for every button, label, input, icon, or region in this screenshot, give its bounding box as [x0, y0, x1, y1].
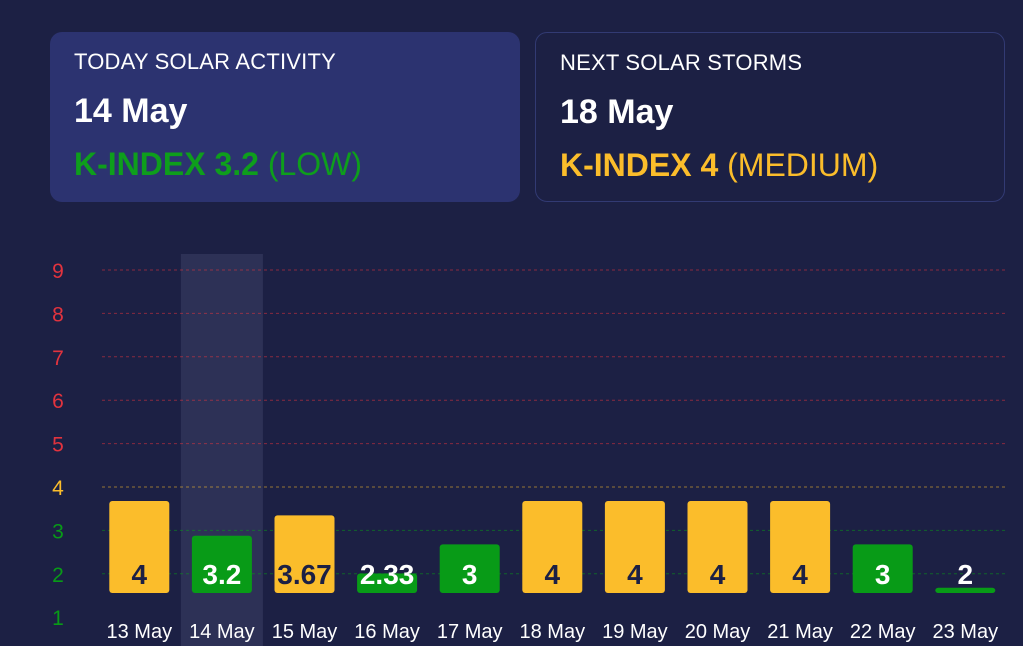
x-tick-label: 17 May: [437, 621, 503, 643]
y-tick-label: 7: [52, 347, 64, 370]
bar-14-may: [191, 535, 252, 593]
bar-value-label: 4: [792, 559, 808, 590]
next-kindex-value: K-INDEX 4: [560, 147, 719, 183]
y-tick-label: 2: [52, 564, 64, 587]
bar-value-label: 3: [875, 559, 891, 590]
bar-value-label: 2.33: [360, 559, 415, 590]
bar-19-may: [604, 501, 665, 593]
x-tick-label: 13 May: [107, 621, 173, 643]
bar-20-may: [687, 501, 748, 593]
today-kindex-level: (LOW): [267, 146, 363, 182]
bar-value-label: 4: [132, 559, 148, 590]
bar-value-label: 4: [710, 559, 726, 590]
x-tick-label: 16 May: [354, 621, 420, 643]
y-tick-label: 6: [52, 390, 64, 413]
today-solar-activity-card: TODAY SOLAR ACTIVITY 14 May K-INDEX 3.2 …: [50, 32, 520, 202]
x-tick-label: 20 May: [685, 621, 751, 643]
x-tick-label: 14 May: [189, 621, 255, 643]
today-card-date: 14 May: [74, 92, 188, 130]
bar-23-may: [935, 587, 996, 593]
today-card-label: TODAY SOLAR ACTIVITY: [74, 49, 336, 74]
bar-value-label: 4: [545, 559, 561, 590]
bar-value-label: 2: [958, 559, 974, 590]
y-tick-label: 8: [52, 303, 64, 326]
y-tick-label: 4: [52, 477, 64, 500]
bar-value-label: 3.2: [202, 559, 241, 590]
x-tick-label: 22 May: [850, 621, 916, 643]
y-tick-label: 3: [52, 520, 64, 543]
next-kindex-level: (MEDIUM): [727, 147, 879, 183]
bar-22-may: [852, 544, 913, 593]
today-kindex-value: K-INDEX 3.2: [74, 146, 259, 182]
next-kindex: K-INDEX 4 (MEDIUM): [560, 147, 878, 184]
bar-value-label: 4: [627, 559, 643, 590]
x-tick-label: 15 May: [272, 621, 338, 643]
bar-16-may: [357, 573, 418, 593]
x-tick-label: 18 May: [520, 621, 586, 643]
x-tick-label: 21 May: [767, 621, 833, 643]
next-solar-storms-card: NEXT SOLAR STORMS 18 May K-INDEX 4 (MEDI…: [535, 32, 1005, 202]
bar-13-may: [109, 501, 170, 593]
bar-18-may: [522, 501, 583, 593]
bar-15-may: [274, 515, 335, 593]
y-tick-label: 9: [52, 260, 64, 283]
next-card-date: 18 May: [560, 93, 674, 131]
next-card-label: NEXT SOLAR STORMS: [560, 50, 803, 75]
y-tick-label: 5: [52, 434, 64, 457]
x-tick-label: 19 May: [602, 621, 668, 643]
y-tick-label: 1: [52, 607, 64, 630]
today-kindex: K-INDEX 3.2 (LOW): [74, 146, 362, 183]
bar-17-may: [439, 544, 500, 593]
bar-21-may: [770, 501, 831, 593]
x-tick-label: 23 May: [933, 621, 999, 643]
bar-value-label: 3: [462, 559, 478, 590]
bar-value-label: 3.67: [277, 559, 332, 590]
